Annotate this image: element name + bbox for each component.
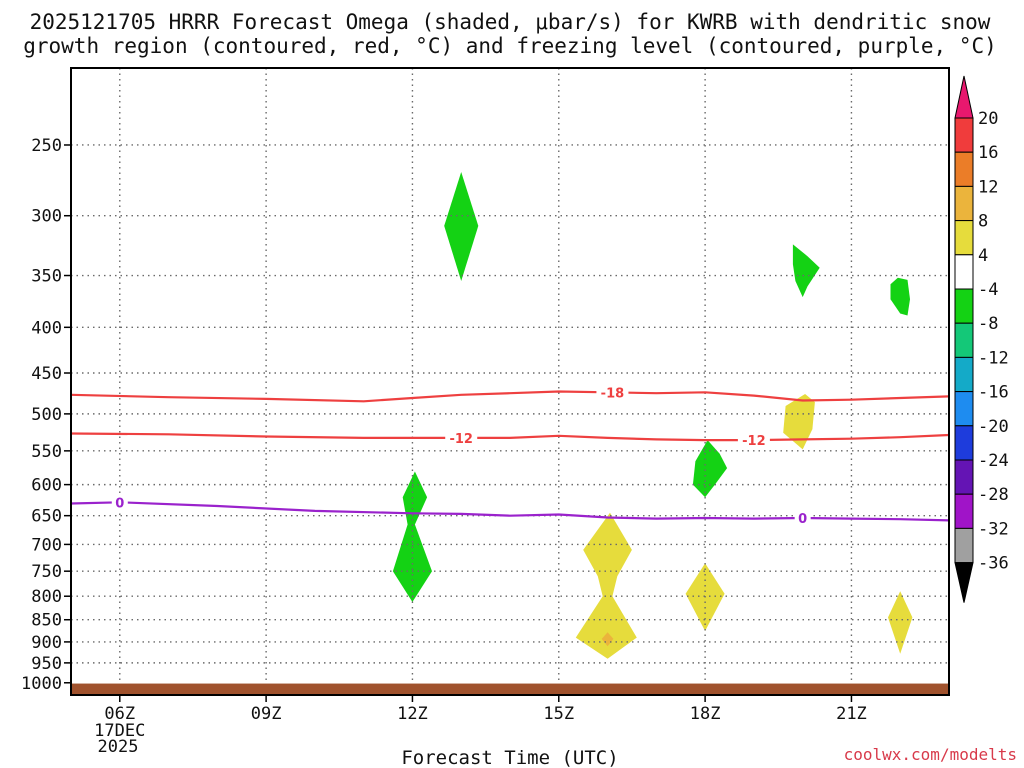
x-tick-label-09Z: 09Z (251, 704, 282, 724)
chart-title-line-2: growth region (contoured, red, °C) and f… (23, 34, 997, 58)
omega-region-2 (792, 244, 820, 298)
colorbar-label-12: -28 (978, 485, 1009, 505)
chart-title-line-1: 2025121705 HRRR Forecast Omega (shaded, … (30, 10, 991, 34)
contour-label-bg (737, 432, 770, 449)
surface-terrain (71, 683, 949, 695)
colorbar-segment-10 (954, 391, 974, 427)
y-tick-label-1000: 1000 (21, 674, 62, 694)
colorbar-label-13: -32 (978, 519, 1009, 539)
contour-label-1-1: -18 (601, 386, 625, 401)
y-tick-label-600: 600 (31, 476, 62, 496)
colorbar-segment-5 (954, 220, 974, 256)
x-tick-label-15Z: 15Z (543, 704, 574, 724)
y-tick-label-250: 250 (31, 136, 62, 156)
credit-link[interactable]: coolwx.com/modelts (844, 745, 1017, 764)
x-tick-label-21Z: 21Z (836, 704, 867, 724)
omega-region-1 (444, 172, 479, 281)
colorbar-label-1: 20 (978, 109, 998, 129)
x-tick-label-12Z: 12Z (397, 704, 428, 724)
y-tick-label-900: 900 (31, 633, 62, 653)
y-tick-label-450: 450 (31, 364, 62, 384)
contour-label-2-2: -12 (742, 434, 766, 449)
y-tick-label-800: 800 (31, 587, 62, 607)
x-tick-label-18Z: 18Z (690, 704, 721, 724)
contour-label-2-1: -12 (449, 432, 473, 447)
y-tick-label-400: 400 (31, 318, 62, 338)
x-date-label: 17DEC (94, 721, 145, 741)
colorbar-label-2: 16 (978, 143, 998, 163)
colorbar-label-4: 8 (978, 212, 988, 232)
contour-line-3 (70, 501, 950, 522)
y-tick-label-550: 550 (31, 442, 62, 462)
y-tick-label-650: 650 (31, 507, 62, 527)
colorbar-label-3: 12 (978, 177, 998, 197)
colorbar-segment-9 (954, 356, 974, 393)
omega-shading (392, 172, 913, 659)
contour-label-3-2: 0 (798, 512, 807, 527)
colorbar-label-9: -16 (978, 383, 1009, 403)
colorbar-label-5: 4 (978, 246, 988, 266)
colorbar-segment-15 (954, 562, 974, 603)
colorbar: 20 16 12 8 4 -4 -8 -12 -16 -20 -24 -28 -32 -36 (954, 75, 1009, 603)
colorbar-segment-13 (954, 493, 974, 529)
colorbar-label-11: -24 (978, 451, 1009, 471)
y-tick-label-350: 350 (31, 267, 62, 287)
omega-region-10 (601, 632, 614, 647)
colorbar-segment-2 (954, 117, 974, 153)
colorbar-segment-3 (954, 151, 974, 187)
colorbar-label-8: -12 (978, 348, 1009, 368)
contour-label-bg (596, 384, 629, 401)
y-axis: 2503003504004505005506006507007508008509… (21, 136, 71, 694)
y-tick-label-500: 500 (31, 405, 62, 425)
contour-line-1 (70, 390, 950, 403)
colorbar-segment-12 (954, 459, 974, 495)
contours: -18 -12 -12 0 0 (70, 384, 950, 527)
colorbar-segment-7 (954, 288, 974, 324)
y-tick-label-750: 750 (31, 562, 62, 582)
y-tick-label-700: 700 (31, 535, 62, 555)
y-tick-label-300: 300 (31, 207, 62, 227)
contour-label-3-1: 0 (115, 496, 124, 511)
contour-line-2 (70, 432, 950, 442)
colorbar-segment-1 (954, 75, 974, 119)
colorbar-label-14: -36 (978, 554, 1009, 574)
contour-label-bg (111, 494, 128, 511)
y-tick-label-850: 850 (31, 611, 62, 631)
colorbar-segment-4 (954, 185, 974, 222)
plot-frame (70, 67, 950, 696)
grid (71, 68, 949, 695)
y-tick-label-950: 950 (31, 654, 62, 674)
colorbar-segment-11 (954, 425, 974, 461)
x-axis: 06Z 09Z 12Z 15Z 18Z 21Z 17DEC (94, 695, 867, 741)
x-year-label: 2025 (98, 737, 139, 757)
contour-label-bg (794, 510, 811, 527)
x-axis-title: Forecast Time (UTC) (401, 747, 618, 768)
omega-region-7 (575, 512, 637, 659)
omega-region-3 (890, 277, 910, 316)
colorbar-segment-6 (954, 254, 974, 290)
colorbar-segment-14 (954, 527, 974, 564)
omega-region-9 (888, 591, 913, 654)
x-tick-label-06Z: 06Z (104, 704, 135, 724)
colorbar-label-7: -8 (978, 314, 998, 334)
colorbar-label-10: -20 (978, 417, 1009, 437)
colorbar-segment-8 (954, 322, 974, 358)
omega-region-6 (783, 394, 815, 450)
colorbar-label-6: -4 (978, 280, 998, 300)
omega-region-4 (692, 440, 728, 498)
contour-label-bg (445, 429, 478, 446)
